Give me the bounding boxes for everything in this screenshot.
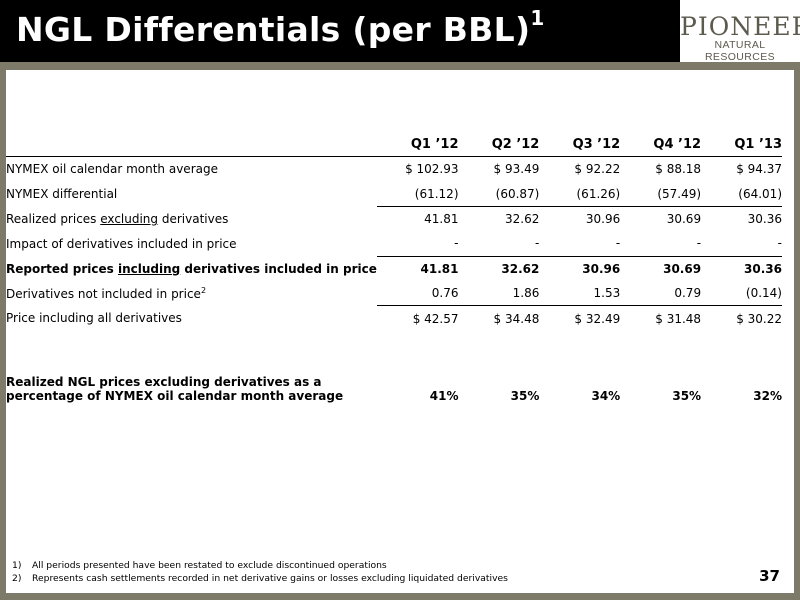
column-header: Q4 ’12: [653, 136, 702, 152]
row-label: Realized NGL prices excluding derivative…: [6, 375, 377, 403]
header-blank: [6, 132, 377, 157]
row-label: Realized prices excluding derivatives: [6, 206, 377, 231]
table-cell: 0.79: [674, 286, 702, 301]
company-logo: PIONEER NATURAL RESOURCES: [680, 0, 800, 63]
table-cell: $ 88.18: [655, 162, 702, 177]
table-cell: $ 34.48: [458, 305, 540, 331]
table-cell: $ 94.37: [736, 162, 782, 177]
table-row: Impact of derivatives included in price …: [6, 231, 782, 256]
row-label-line: Realized NGL prices excluding derivative…: [6, 374, 322, 389]
row-label: Price including all derivatives: [6, 311, 182, 326]
page-number: 37: [759, 567, 780, 585]
ngl-differentials-table: Q1 ’12 Q2 ’12 Q3 ’12 Q4 ’12 Q1 ’13 NYMEX…: [6, 132, 782, 403]
table-header-row: Q1 ’12 Q2 ’12 Q3 ’12 Q4 ’12 Q1 ’13: [6, 132, 782, 157]
row-label-emphasis: excluding: [100, 211, 159, 226]
table-cell: $ 42.57: [376, 305, 459, 331]
footnote-marker: 2: [200, 285, 207, 295]
logo-subtitle: NATURAL RESOURCES: [704, 39, 776, 63]
table-cell: 32.62: [458, 255, 540, 281]
footnote-number: 2): [12, 572, 22, 584]
slide-title-text: NGL Differentials (per BBL): [16, 10, 531, 49]
percentage-row: Realized NGL prices excluding derivative…: [6, 375, 782, 403]
table-cell: (57.49): [657, 186, 702, 201]
table-cell: 41.81: [376, 255, 459, 281]
footnote: 2) Represents cash settlements recorded i…: [12, 573, 508, 586]
table-cell: 34%: [591, 388, 621, 403]
title-footnote-marker: 1: [530, 6, 545, 30]
table-row: Reported prices including derivatives in…: [6, 255, 782, 281]
table-cell: $ 32.49: [539, 305, 621, 331]
row-label-text: Derivatives not included in price: [6, 286, 201, 301]
title-bar: NGL Differentials (per BBL)1: [0, 0, 680, 62]
table-cell: 30.36: [701, 205, 782, 232]
row-label-part: derivatives: [158, 211, 229, 226]
table-cell: (61.26): [576, 186, 621, 201]
logo-wordmark: PIONEER: [680, 12, 800, 41]
table-cell: 41%: [429, 388, 459, 403]
table-cell: 1.86: [512, 286, 540, 301]
table-cell: 30.69: [620, 255, 702, 281]
row-label-emphasis: including: [117, 261, 181, 276]
table-cell: (61.12): [414, 186, 459, 201]
row-label-part: derivatives included in price: [180, 261, 377, 276]
table-row: Derivatives not included in price2 0.76 …: [6, 281, 782, 306]
table-row: NYMEX oil calendar month average $ 102.9…: [6, 157, 782, 182]
table-cell: 30.36: [701, 255, 782, 281]
table-cell: $ 92.22: [574, 162, 621, 177]
column-header: Q1 ’13: [734, 136, 782, 152]
row-label: Derivatives not included in price2: [6, 281, 377, 306]
table-cell: -: [535, 236, 540, 251]
table-cell: -: [454, 236, 459, 251]
table-cell: (0.14): [745, 286, 782, 301]
row-label: Reported prices including derivatives in…: [6, 256, 377, 281]
table-spacer-row: [6, 331, 782, 375]
table-cell: (64.01): [738, 186, 782, 201]
table-cell: -: [696, 236, 702, 251]
row-label-part: Realized prices: [6, 211, 101, 226]
footnote-text: All periods presented have been restated…: [32, 560, 387, 571]
table-cell: $ 93.49: [493, 162, 540, 177]
column-header: Q2 ’12: [491, 136, 540, 152]
column-header: Q3 ’12: [572, 136, 621, 152]
table-cell: $ 102.93: [405, 162, 459, 177]
table-cell: -: [777, 236, 782, 251]
row-label: Impact of derivatives included in price: [6, 236, 237, 251]
table-cell: 41.81: [376, 205, 459, 232]
table-cell: 30.96: [539, 205, 621, 232]
table-cell: $ 30.22: [701, 305, 782, 331]
table-cell: 35%: [672, 388, 702, 403]
table-row: Realized prices excluding derivatives 41…: [6, 205, 782, 232]
table-cell: -: [615, 236, 621, 251]
row-label-line: percentage of NYMEX oil calendar month a…: [6, 388, 344, 403]
table-cell: 0.76: [431, 286, 459, 301]
table-cell: 32.62: [458, 205, 540, 232]
footnote-number: 1): [12, 560, 22, 571]
footnotes: 1) All periods presented have been restat…: [12, 560, 508, 585]
slide-title: NGL Differentials (per BBL)1: [0, 0, 680, 49]
footnote: 1) All periods presented have been restat…: [12, 560, 508, 573]
table-cell: 35%: [510, 388, 540, 403]
table-row: NYMEX differential (61.12) (60.87) (61.2…: [6, 181, 782, 206]
table-cell: $ 31.48: [620, 305, 702, 331]
table-cell: 30.96: [539, 255, 621, 281]
table-cell: (60.87): [495, 186, 540, 201]
row-label: NYMEX oil calendar month average: [6, 162, 218, 177]
column-header: Q1 ’12: [410, 136, 459, 152]
table-cell: 1.53: [593, 286, 621, 301]
row-label: NYMEX differential: [6, 186, 118, 201]
table-cell: 32%: [753, 388, 782, 403]
table-row: Price including all derivatives $ 42.57 …: [6, 305, 782, 331]
row-label-part: Reported prices: [6, 261, 118, 276]
table-cell: 30.69: [620, 205, 702, 232]
content-panel: [6, 70, 794, 593]
footnote-text: Represents cash settlements recorded in …: [32, 572, 508, 584]
